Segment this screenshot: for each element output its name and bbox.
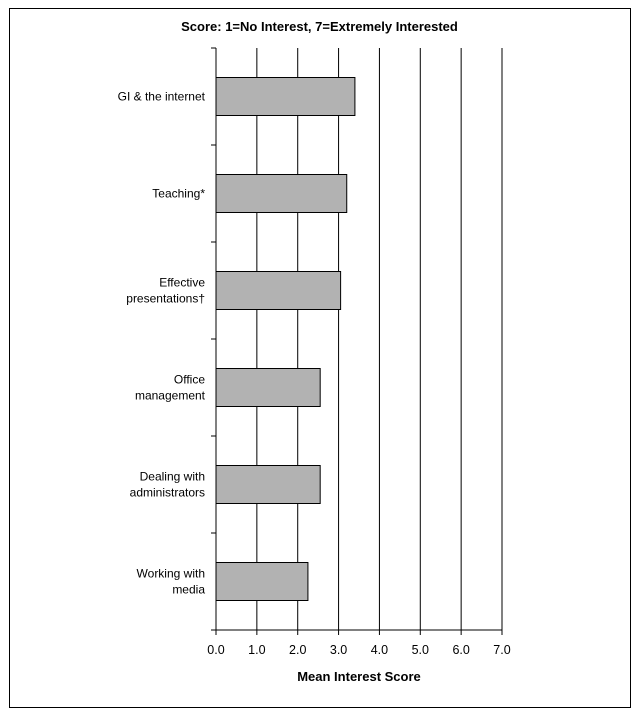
- category-label: Working with: [137, 567, 205, 581]
- x-tick-label: 4.0: [371, 643, 388, 657]
- x-tick-label: 3.0: [330, 643, 347, 657]
- bar-chart: 0.0 1.0 2.0 3.0 4.0 5.0 6.0 7.0 GI & the intern…: [118, 47, 511, 657]
- gridlines: [256, 48, 503, 630]
- bars: [215, 77, 356, 601]
- category-label: presentations†: [126, 292, 205, 306]
- category-label: management: [135, 389, 206, 403]
- category-label: Office: [174, 373, 205, 387]
- x-tick-label: 5.0: [412, 643, 429, 657]
- tick-labels: 0.0 1.0 2.0 3.0 4.0 5.0 6.0 7.0: [207, 643, 510, 657]
- category-label: administrators: [130, 486, 205, 500]
- x-axis-label: Mean Interest Score: [297, 669, 421, 684]
- bar: [215, 465, 321, 504]
- bar: [215, 562, 309, 601]
- category-label: GI & the internet: [118, 90, 206, 104]
- bar: [215, 174, 348, 213]
- x-tick-label: 1.0: [248, 643, 265, 657]
- x-tick-label: 7.0: [493, 643, 510, 657]
- x-tick-label: 0.0: [207, 643, 224, 657]
- x-tick-label: 2.0: [289, 643, 306, 657]
- category-labels: GI & the internet Teaching* Effective prese…: [118, 90, 206, 597]
- bar: [215, 368, 321, 407]
- chart-title: Score: 1=No Interest, 7=Extremely Intere…: [181, 19, 458, 34]
- bar: [215, 271, 342, 310]
- x-tick-label: 6.0: [452, 643, 469, 657]
- category-label: Dealing with: [140, 470, 205, 484]
- category-label: media: [172, 583, 205, 597]
- axes: [211, 47, 503, 635]
- category-label: Effective: [159, 276, 205, 290]
- category-label: Teaching*: [152, 187, 205, 201]
- bar: [215, 77, 356, 116]
